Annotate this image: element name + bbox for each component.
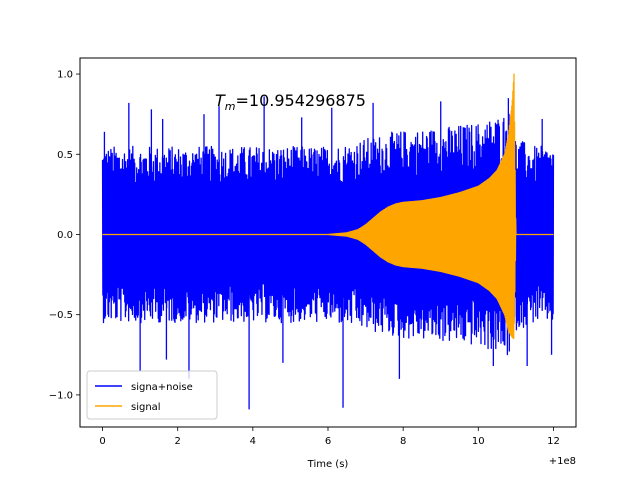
annotation-value: =10.954296875 <box>236 91 366 110</box>
series-layer <box>101 73 555 410</box>
legend-label-signal: signal <box>131 402 161 413</box>
legend-label-signa-noise: signa+noise <box>131 382 193 393</box>
y-tick-label: −0.5 <box>49 310 73 321</box>
series-line-signal <box>102 73 554 340</box>
annotation-subscript: m <box>225 100 236 113</box>
x-tick-label: 2 <box>175 436 181 447</box>
x-axis-label: Time (s) <box>307 459 349 470</box>
legend-box <box>86 370 218 420</box>
y-tick-label: 0.5 <box>57 150 73 161</box>
y-tick-label: −1.0 <box>49 390 73 401</box>
x-offset-label: +1e8 <box>549 456 576 467</box>
y-tick-label: 1.0 <box>57 70 73 81</box>
y-axis: −1.0 −0.5 0.0 0.5 1.0 <box>49 70 80 401</box>
y-tick-label: 0.0 <box>57 230 73 241</box>
x-axis: 0 2 4 6 8 10 12 <box>99 427 560 447</box>
annotation: Tm=10.954296875 <box>215 91 366 113</box>
legend: signa+noise signal <box>86 370 218 420</box>
x-tick-label: 6 <box>325 436 331 447</box>
x-tick-label: 8 <box>400 436 406 447</box>
x-tick-label: 0 <box>99 436 105 447</box>
annotation-symbol: T <box>215 91 226 110</box>
x-tick-label: 4 <box>250 436 256 447</box>
x-tick-label: 10 <box>472 436 485 447</box>
x-tick-label: 12 <box>547 436 560 447</box>
